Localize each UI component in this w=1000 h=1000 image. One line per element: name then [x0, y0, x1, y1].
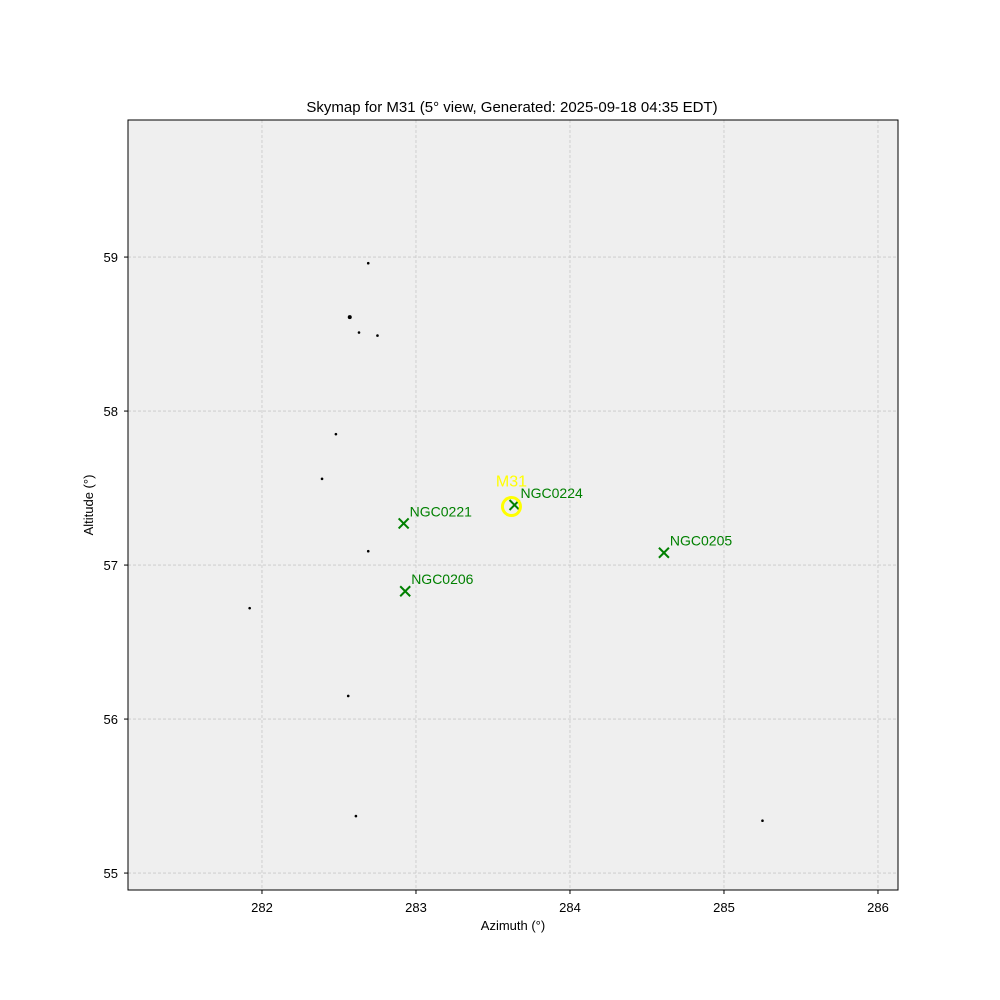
y-tick-label: 55: [104, 866, 118, 881]
galaxy-label: NGC0206: [411, 571, 473, 587]
y-tick-label: 58: [104, 404, 118, 419]
x-tick-label: 282: [251, 900, 273, 915]
y-axis-label: Altitude (°): [81, 475, 96, 536]
galaxy-label: NGC0221: [410, 503, 472, 519]
grid: [128, 120, 898, 890]
galaxy-marker: [397, 517, 410, 530]
x-tick-label: 284: [559, 900, 581, 915]
data-marks: NGC0224 NGC0221 NGC0206 NGC0205 M31: [248, 261, 764, 822]
axis-ticks: 282 283 284 285 286 55 56 57 58 59: [104, 250, 889, 915]
y-tick-label: 57: [104, 558, 118, 573]
star-point: [347, 315, 352, 320]
galaxy-x-stroke: [397, 517, 410, 530]
galaxy-label: NGC0205: [670, 533, 732, 549]
x-tick-label: 286: [867, 900, 889, 915]
star-point: [320, 477, 324, 481]
x-tick-label: 283: [405, 900, 427, 915]
target-label: M31: [496, 474, 527, 491]
star-point: [248, 606, 251, 610]
star-point: [376, 334, 379, 337]
star-point: [346, 694, 350, 698]
star-point: [366, 261, 370, 265]
galaxy-marker: [399, 585, 411, 597]
galaxy-x-stroke: [399, 585, 411, 597]
y-tick-label: 59: [104, 250, 118, 265]
chart-title: Skymap for M31 (5° view, Generated: 2025…: [306, 99, 717, 116]
target-ring: [500, 496, 522, 518]
star-point: [357, 331, 361, 334]
star-point: [334, 432, 338, 436]
star-point: [366, 549, 370, 553]
x-axis-label: Azimuth (°): [481, 918, 545, 933]
galaxy-marker: [658, 547, 670, 559]
galaxy-x-stroke: [658, 547, 670, 559]
plot-frame: [127, 119, 899, 891]
galaxy-label: NGC0224: [521, 485, 583, 501]
x-tick-label: 285: [713, 900, 735, 915]
star-point: [354, 814, 358, 818]
star-point: [761, 819, 764, 822]
y-tick-label: 56: [104, 712, 118, 727]
plot-area: [128, 120, 898, 890]
